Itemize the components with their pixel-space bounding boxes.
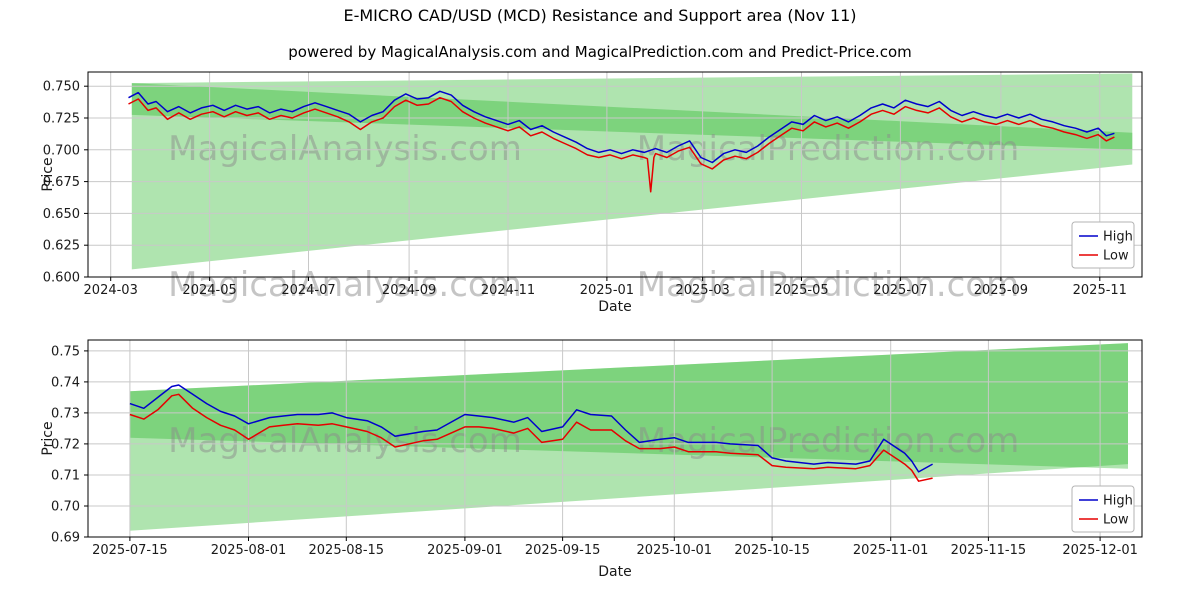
plot-border	[87, 71, 1143, 278]
x-tick-label: 2025-10-01	[637, 543, 713, 558]
watermark-text: MagicalPrediction.com	[637, 129, 1020, 169]
x-tick-label: 2025-07-15	[92, 543, 168, 558]
low-line	[128, 96, 1115, 193]
x-tick-label: 2025-07	[873, 283, 927, 298]
x-tick-label: 2024-11	[481, 283, 535, 298]
y-tick-label: 0.750	[43, 80, 80, 95]
x-tick-label: 2025-11	[1073, 283, 1127, 298]
watermark-text: MagicalAnalysis.com	[168, 265, 522, 305]
y-axis-label: Price	[40, 157, 56, 191]
legend-box	[1071, 485, 1135, 533]
y-tick-label: 0.700	[43, 143, 80, 158]
recent-price-chart: MagicalAnalysis.com MagicalPrediction.com…	[40, 339, 1143, 580]
chart-subtitle: powered by MagicalAnalysis.com and Magic…	[288, 43, 912, 61]
chart-title: E-MICRO CAD/USD (MCD) Resistance and Sup…	[343, 6, 857, 25]
x-tick-label: 2024-07	[281, 283, 335, 298]
x-tick-label: 2025-08-01	[211, 543, 287, 558]
legend-low-label: Low	[1103, 249, 1129, 264]
x-tick-label: 2025-10-15	[734, 543, 810, 558]
x-tick-label: 2025-09-15	[525, 543, 601, 558]
x-tick-label: 2025-03	[675, 283, 729, 298]
y-tick-label: 0.69	[51, 531, 80, 546]
y-tick-label: 0.725	[43, 112, 80, 127]
y-tick-label: 0.70	[51, 500, 80, 515]
y-tick-label: 0.625	[43, 239, 80, 254]
x-tick-label: 2025-11-15	[951, 543, 1027, 558]
watermark-text: MagicalPrediction.com	[637, 421, 1020, 461]
y-axis-label: Price	[40, 421, 56, 455]
high-line	[128, 90, 1115, 164]
x-tick-label: 2025-09	[974, 283, 1028, 298]
legend-low-label: Low	[1103, 513, 1129, 528]
support-area-band	[131, 83, 1133, 270]
x-tick-label: 2025-05	[774, 283, 828, 298]
x-tick-label: 2024-05	[182, 283, 236, 298]
y-tick-label: 0.75	[51, 344, 80, 359]
x-axis-label: Date	[598, 564, 631, 580]
x-tick-label: 2025-09-01	[427, 543, 503, 558]
y-tick-label: 0.74	[51, 375, 80, 390]
y-tick-label: 0.650	[43, 207, 80, 222]
x-axis-label: Date	[598, 299, 631, 315]
low-line	[129, 393, 933, 482]
plot-border	[87, 339, 1143, 538]
high-line	[129, 384, 933, 473]
long-term-price-chart: MagicalAnalysis.com MagicalPrediction.com…	[40, 71, 1143, 315]
resistance-area-band	[131, 73, 1133, 150]
legend-box	[1071, 221, 1135, 269]
x-tick-label: 2025-12-01	[1062, 543, 1138, 558]
watermark-text: MagicalAnalysis.com	[168, 129, 522, 169]
x-tick-label: 2024-09	[382, 283, 436, 298]
y-tick-label: 0.72	[51, 437, 80, 452]
legend-high-label: High	[1103, 230, 1133, 245]
x-tick-label: 2024-03	[84, 283, 138, 298]
x-tick-label: 2025-11-01	[853, 543, 929, 558]
watermark-text: MagicalPrediction.com	[637, 265, 1020, 305]
y-tick-label: 0.600	[43, 271, 80, 286]
x-tick-label: 2025-01	[580, 283, 634, 298]
y-tick-label: 0.71	[51, 469, 80, 484]
legend-high-label: High	[1103, 494, 1133, 509]
y-tick-label: 0.675	[43, 175, 80, 190]
x-tick-label: 2025-08-15	[309, 543, 385, 558]
support-area-band	[129, 343, 1128, 531]
y-tick-label: 0.73	[51, 406, 80, 421]
